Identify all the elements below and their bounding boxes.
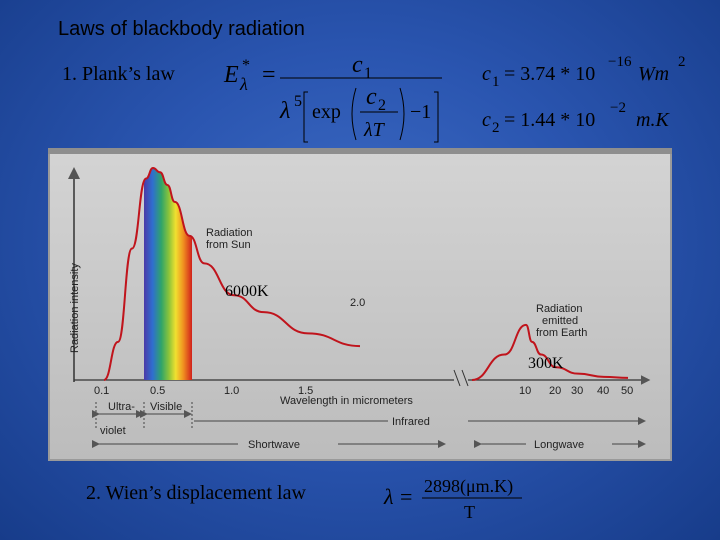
left-bracket	[303, 91, 308, 143]
c1-name: c	[482, 63, 491, 85]
planck-inner-den: λT	[363, 119, 386, 141]
x-tick-label: 50	[621, 385, 633, 397]
earth-label-line2: emitted	[542, 315, 578, 327]
slide-title: Laws of blackbody radiation	[58, 18, 305, 40]
wien-lhs: λ	[383, 484, 394, 509]
c2-name: c	[482, 109, 491, 131]
sun-label-line2: from Sun	[206, 239, 251, 251]
planck-numerator: c	[352, 52, 363, 78]
planck-lhs: E	[223, 62, 239, 88]
planck-constants: c 1 = 3.74 * 10 −16 Wm 2 c 2 = 1.44 * 10…	[482, 54, 686, 136]
x-tick-label: 0.1	[94, 385, 109, 397]
planck-denom-lambda: λ	[279, 98, 290, 124]
x-tick-label: 10	[519, 385, 531, 397]
wien-numerator: 2898(μm.K)	[424, 476, 513, 497]
planck-formula: E * λ = c 1 λ 5 exp c 2 λT −1	[223, 52, 442, 143]
x-tick-label: 30	[571, 385, 583, 397]
right-bracket	[434, 91, 439, 143]
sun-temp-label: 6000K	[225, 283, 269, 300]
x-tick-label: 2.0	[350, 297, 365, 309]
band-ultraviolet-1: Ultra-	[108, 401, 135, 413]
c2-unit: m.K	[636, 109, 670, 131]
planck-law-label: 1. Plank’s law	[62, 63, 175, 85]
planck-lhs-sup: *	[242, 57, 250, 74]
band-infrared: Infrared	[392, 416, 430, 428]
band-shortwave: Shortwave	[248, 439, 300, 451]
sun-label-line1: Radiation	[206, 227, 252, 239]
band-ultraviolet-2: violet	[100, 425, 126, 437]
wien-law-label: 2. Wien’s displacement law	[86, 482, 306, 504]
band-longwave: Longwave	[534, 439, 584, 451]
planck-numerator-sub: 1	[364, 65, 372, 82]
x-tick-label: 1.0	[224, 385, 239, 397]
radiation-chart: Radiation intensity 0.1 0.5 1.0 1.5 2.0 10 20 3…	[46, 146, 674, 463]
c2-sub: 2	[492, 120, 500, 136]
x-tick-label: 40	[597, 385, 609, 397]
earth-label-line1: Radiation	[536, 303, 582, 315]
c2-exp: −2	[610, 100, 626, 116]
series-line-sun	[103, 166, 361, 381]
c1-sub: 1	[492, 74, 500, 90]
x-axis-label: Wavelength in micrometers	[280, 395, 413, 407]
x-tick-label: 0.5	[150, 385, 165, 397]
c1-exp: −16	[608, 54, 632, 70]
panel-top-band	[48, 148, 672, 154]
chart-panel: Radiation intensity 0.1 0.5 1.0 1.5 2.0 10 20 3…	[46, 146, 674, 463]
x-tick-label: 1.5	[298, 385, 313, 397]
x-tick-label: 20	[549, 385, 561, 397]
wien-denominator: T	[464, 502, 475, 522]
planck-lhs-sub: λ	[239, 74, 248, 94]
right-paren	[399, 87, 405, 141]
planck-inner-num-sub: 2	[378, 97, 386, 114]
axis-break-mark	[453, 369, 469, 387]
earth-temp-label: 300K	[528, 355, 564, 372]
c1-value: = 3.74 * 10	[504, 63, 595, 85]
series-line-earth	[471, 323, 629, 381]
band-visible: Visible	[150, 401, 182, 413]
y-axis-label: Radiation intensity	[69, 263, 81, 353]
wien-equals: =	[400, 484, 412, 509]
c2-value: = 1.44 * 10	[504, 109, 595, 131]
c1-unit: Wm	[638, 63, 669, 85]
planck-exp-label: exp	[312, 101, 341, 123]
c1-unit-pow: 2	[678, 54, 686, 70]
earth-label-line3: from Earth	[536, 327, 587, 339]
planck-equals: =	[262, 62, 276, 88]
planck-inner-num: c	[366, 84, 377, 110]
planck-denom-pow: 5	[294, 93, 302, 110]
left-paren	[351, 87, 357, 141]
planck-minus-one: −1	[410, 101, 431, 123]
wien-formula: λ = 2898(μm.K) T	[383, 476, 522, 522]
